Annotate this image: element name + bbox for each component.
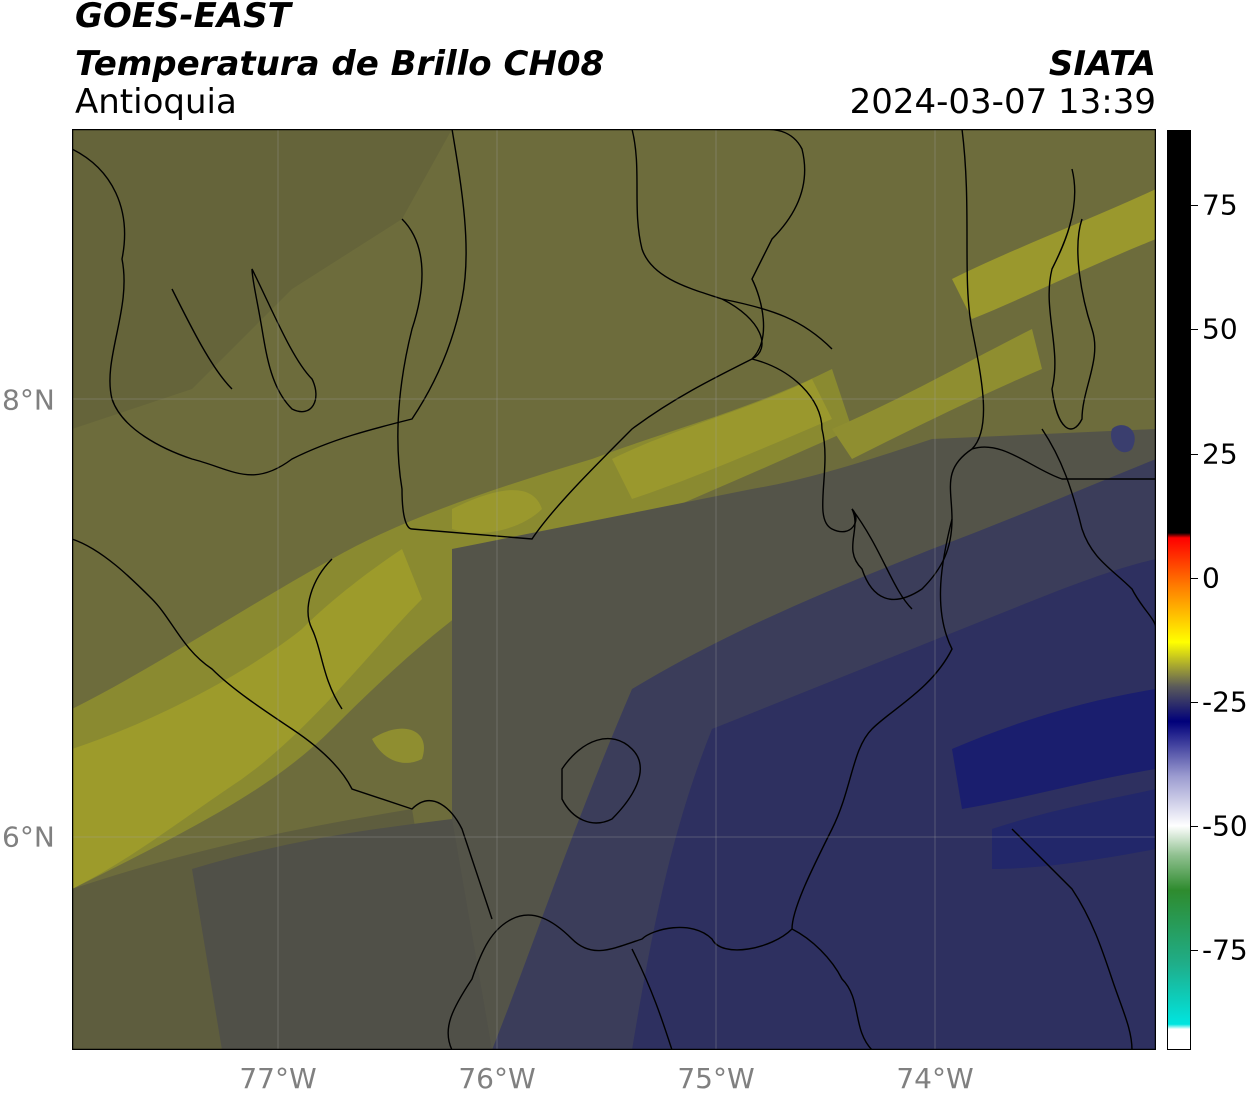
lat-label-8n: 8°N	[2, 383, 55, 417]
colorbar-tick	[1190, 825, 1198, 827]
colorbar-tick	[1190, 949, 1198, 951]
datetime-label: 2024-03-07 13:39	[849, 82, 1156, 122]
temperature-colorbar	[1167, 130, 1191, 1050]
colorbar-tick	[1190, 453, 1198, 455]
colorbar-tick-label: 75	[1202, 188, 1238, 222]
lat-label-6n: 6°N	[2, 820, 55, 854]
colorbar-tick	[1190, 329, 1198, 331]
lon-label-76w: 76°W	[458, 1062, 536, 1095]
lon-label-77w: 77°W	[239, 1062, 317, 1095]
satellite-title: GOES-EAST	[75, 0, 291, 36]
colorbar-tick	[1190, 577, 1198, 579]
organization-label: SIATA	[1048, 44, 1156, 84]
colorbar-tick-label: -50	[1202, 809, 1248, 843]
region-label: Antioquia	[75, 82, 237, 122]
colorbar-tick-label: 25	[1202, 437, 1238, 471]
lon-label-74w: 74°W	[896, 1062, 974, 1095]
lon-label-75w: 75°W	[677, 1062, 755, 1095]
colorbar-tick	[1190, 205, 1198, 207]
colorbar-tick-label: -75	[1202, 933, 1248, 967]
colorbar-tick-label: 0	[1202, 561, 1220, 595]
colorbar-tick	[1190, 701, 1198, 703]
colorbar-tick-label: 50	[1202, 312, 1238, 346]
brightness-temperature-map	[72, 129, 1156, 1050]
product-title: Temperatura de Brillo CH08	[75, 44, 605, 84]
colorbar-tick-label: -25	[1202, 685, 1248, 719]
